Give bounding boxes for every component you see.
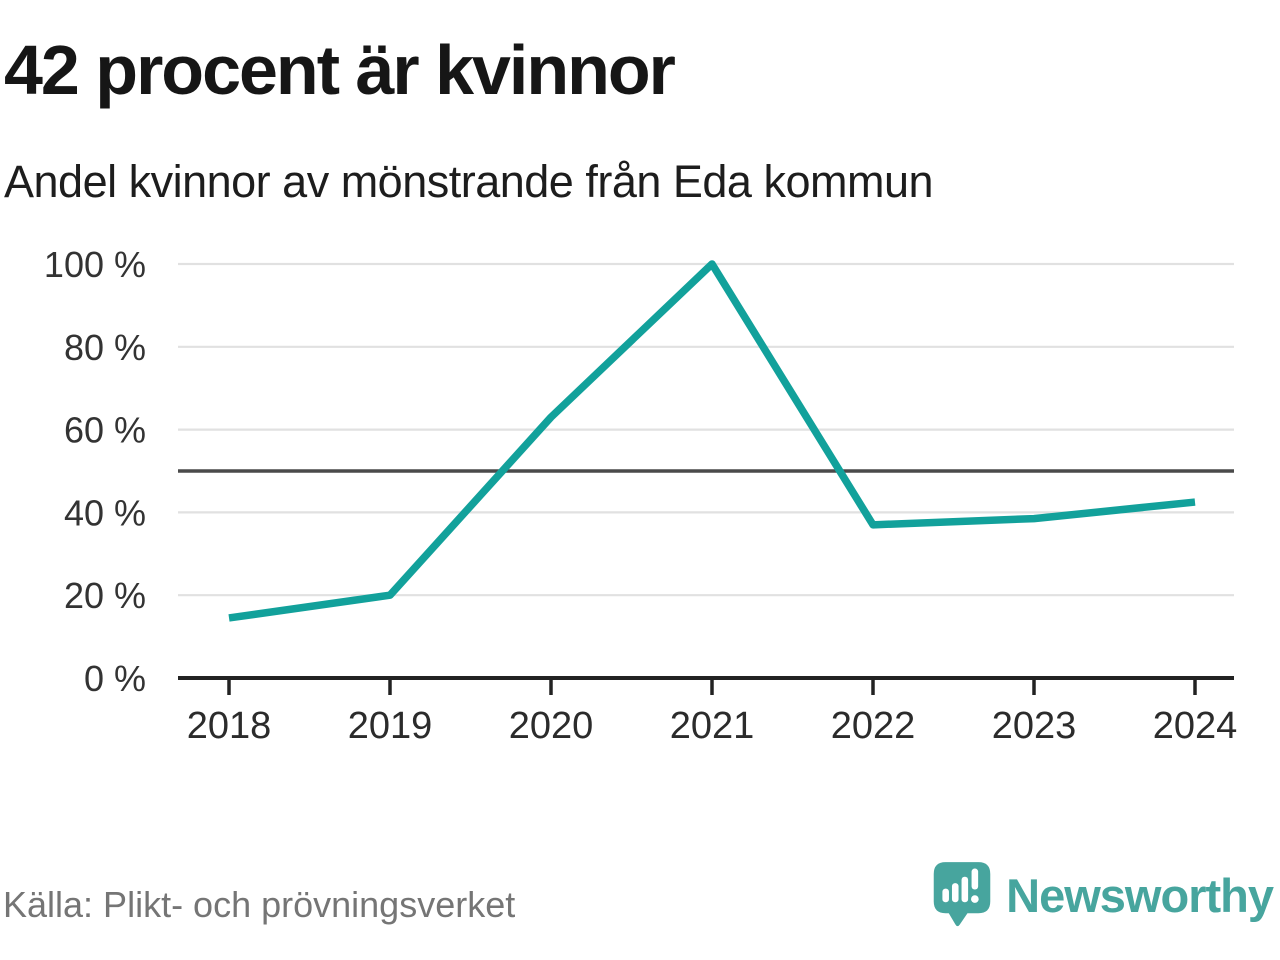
y-axis-label: 100 % — [44, 244, 146, 285]
x-axis-label: 2019 — [348, 705, 433, 747]
x-axis-label: 2024 — [1153, 705, 1238, 747]
brand-name: Newsworthy — [1006, 868, 1274, 922]
y-axis-label: 40 % — [64, 492, 146, 533]
y-axis-label: 60 % — [64, 410, 146, 451]
y-axis-label: 0 % — [84, 658, 146, 699]
data-line — [228, 260, 1196, 622]
page-subtitle: Andel kvinnor av mönstrande från Eda kom… — [4, 156, 934, 207]
x-axis-label: 2021 — [670, 705, 755, 747]
page-title: 42 procent är kvinnor — [4, 31, 676, 109]
brand-logo: Newsworthy — [931, 856, 1274, 934]
x-axis-label: 2023 — [992, 705, 1077, 747]
y-axis-label: 80 % — [64, 327, 146, 368]
x-axis-label: 2020 — [509, 705, 594, 747]
line-chart: 0 % 20 % 40 % 60 % 80 % 100 % 2018 2019 2020 2021… — [44, 244, 1238, 747]
y-axis-label: 20 % — [64, 575, 146, 616]
x-axis-label: 2018 — [187, 705, 272, 747]
source-note: Källa: Plikt- och prövningsverket — [3, 884, 516, 925]
newsworthy-logo-icon — [933, 862, 991, 927]
x-axis-label: 2022 — [831, 705, 916, 747]
